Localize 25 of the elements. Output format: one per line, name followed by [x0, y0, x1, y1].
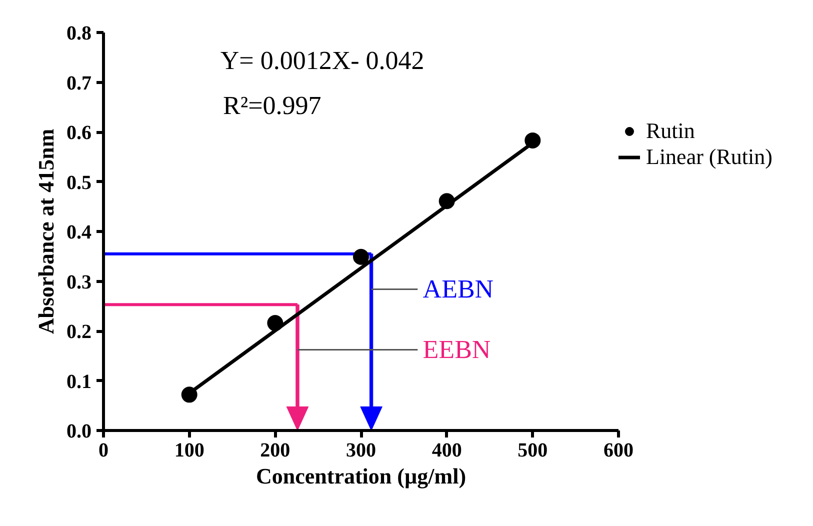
x-tick-label: 300: [346, 440, 376, 462]
x-tick-label: 200: [260, 440, 290, 462]
y-tick-label: 0.7: [66, 72, 92, 94]
y-tick-label: 0.4: [66, 222, 92, 244]
legend-label: Linear (Rutin): [646, 144, 772, 170]
y-tick-label: 0.1: [66, 370, 92, 393]
x-tick-label: 0: [98, 440, 108, 462]
ref-line-label: EEBN: [422, 335, 491, 364]
y-axis-title: Absorbance at 415nm: [34, 128, 58, 334]
annotation: Y= 0.0012X- 0.042: [220, 46, 424, 75]
annotation: R²=0.997: [222, 91, 322, 120]
x-tick-label: 100: [174, 440, 204, 462]
x-tick-label: 500: [518, 440, 548, 462]
point: [353, 248, 369, 265]
x-tick-label: 400: [432, 440, 462, 462]
ref-line-label: AEBN: [422, 274, 494, 304]
legend-label: Rutin: [646, 118, 695, 144]
x-tick-label: 600: [604, 440, 634, 462]
y-tick-label: 0.5: [66, 172, 92, 194]
y-tick-label: 0.6: [66, 122, 92, 144]
x-axis-title: Concentration (µg/ml): [256, 464, 466, 488]
y-tick-label: 0.3: [66, 271, 92, 294]
y-tick-label: 0.2: [66, 321, 92, 343]
y-tick-label: 0.0: [66, 420, 92, 442]
y-tick-label: 0.8: [66, 22, 92, 44]
